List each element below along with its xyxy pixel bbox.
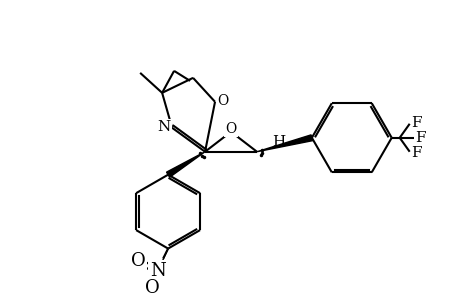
Text: N: N bbox=[150, 262, 166, 280]
Polygon shape bbox=[166, 152, 205, 177]
Text: O: O bbox=[145, 280, 159, 298]
Text: F: F bbox=[410, 146, 421, 160]
Text: H: H bbox=[272, 135, 285, 149]
Text: F: F bbox=[410, 116, 421, 130]
Polygon shape bbox=[257, 135, 312, 152]
Text: O: O bbox=[225, 122, 236, 136]
Text: O: O bbox=[130, 251, 145, 269]
Text: N: N bbox=[157, 120, 170, 134]
Text: O: O bbox=[217, 94, 228, 108]
Text: F: F bbox=[414, 131, 425, 145]
